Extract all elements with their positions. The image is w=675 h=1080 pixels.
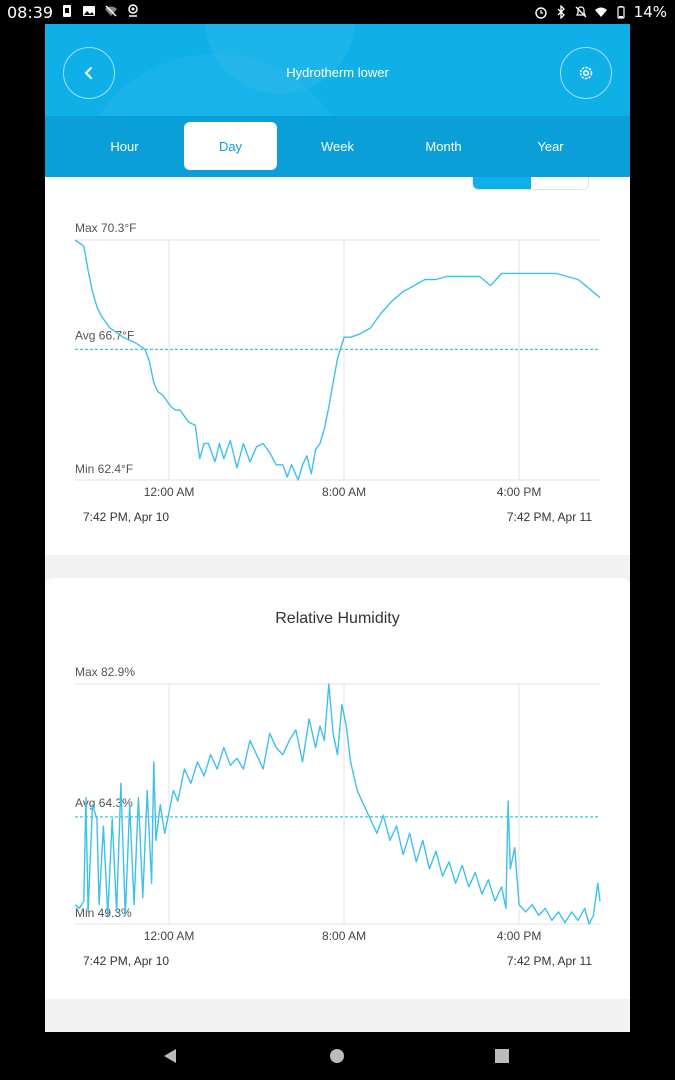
location-icon (128, 4, 138, 17)
tab-month[interactable]: Month (425, 138, 462, 154)
period-tabs: Hour Day Week Month Year (45, 116, 630, 177)
x-tick-label: 12:00 AM (144, 929, 195, 943)
navigation-bar (0, 1032, 675, 1080)
avg-label: Avg 66.7°F (75, 328, 134, 342)
gear-icon (579, 66, 593, 80)
min-label: Min 62.4°F (75, 462, 133, 476)
back-button[interactable] (63, 47, 115, 99)
sim-icon (63, 5, 71, 17)
tab-hour[interactable]: Hour (110, 138, 139, 154)
status-left-icons (60, 4, 140, 18)
tab-year[interactable]: Year (537, 138, 564, 154)
home-circle-icon[interactable] (327, 1046, 347, 1066)
avg-label: Avg 64.3% (75, 796, 133, 810)
wifi-icon (594, 7, 607, 17)
x-tick-label: 4:00 PM (497, 929, 542, 943)
mute-icon (575, 6, 587, 18)
range-end-label: 7:42 PM, Apr 11 (507, 954, 592, 968)
settings-button[interactable] (560, 47, 612, 99)
battery-icon (617, 6, 625, 19)
unit-toggle[interactable] (472, 177, 589, 190)
status-bar: 08:39 14% (0, 0, 675, 24)
range-start-label: 7:42 PM, Apr 10 (83, 510, 169, 524)
humidity-chart-title: Relative Humidity (275, 610, 400, 627)
status-time: 08:39 (7, 3, 54, 22)
range-start-label: 7:42 PM, Apr 10 (83, 954, 169, 968)
x-tick-label: 12:00 AM (144, 485, 195, 499)
bluetooth-icon (557, 5, 565, 19)
series-line (74, 239, 601, 481)
tab-day[interactable]: Day (184, 122, 277, 170)
humidity-chart: 12:00 AM 8:00 AM 4:00 PM Max 82.9% Avg 64.3%… (74, 665, 601, 968)
chevron-left-icon (84, 67, 92, 79)
bottom-spacer (45, 999, 630, 1032)
series-line (74, 683, 601, 925)
image-icon (83, 6, 95, 16)
humidity-card: Relative Humidity 12:00 AM 8:00 AM 4:00 PM… (45, 578, 630, 999)
x-tick-label: 8:00 AM (322, 929, 366, 943)
recents-square-icon[interactable] (492, 1046, 512, 1066)
back-triangle-icon[interactable] (160, 1046, 180, 1066)
alarm-icon (534, 7, 547, 19)
max-label: Max 82.9% (75, 665, 135, 679)
tab-week[interactable]: Week (321, 138, 354, 154)
max-label: Max 70.3°F (75, 221, 137, 235)
range-end-label: 7:42 PM, Apr 11 (507, 510, 592, 524)
header: Hydrotherm lower (45, 24, 630, 116)
x-tick-label: 4:00 PM (497, 485, 542, 499)
min-label: Min 49.3% (75, 906, 132, 920)
x-tick-label: 8:00 AM (322, 485, 366, 499)
page-title: Hydrotherm lower (286, 65, 389, 80)
temperature-chart: 12:00 AM 8:00 AM 4:00 PM Max 70.3°F Avg 66.7… (74, 221, 601, 524)
wifi-off-icon (105, 5, 117, 17)
temperature-card: 12:00 AM 8:00 AM 4:00 PM Max 70.3°F Avg 66.7… (45, 177, 630, 555)
status-right: 14% (534, 3, 667, 21)
app-window: Hydrotherm lower Hour Day Week Month Yea… (45, 24, 630, 1032)
battery-percent: 14% (633, 3, 667, 21)
